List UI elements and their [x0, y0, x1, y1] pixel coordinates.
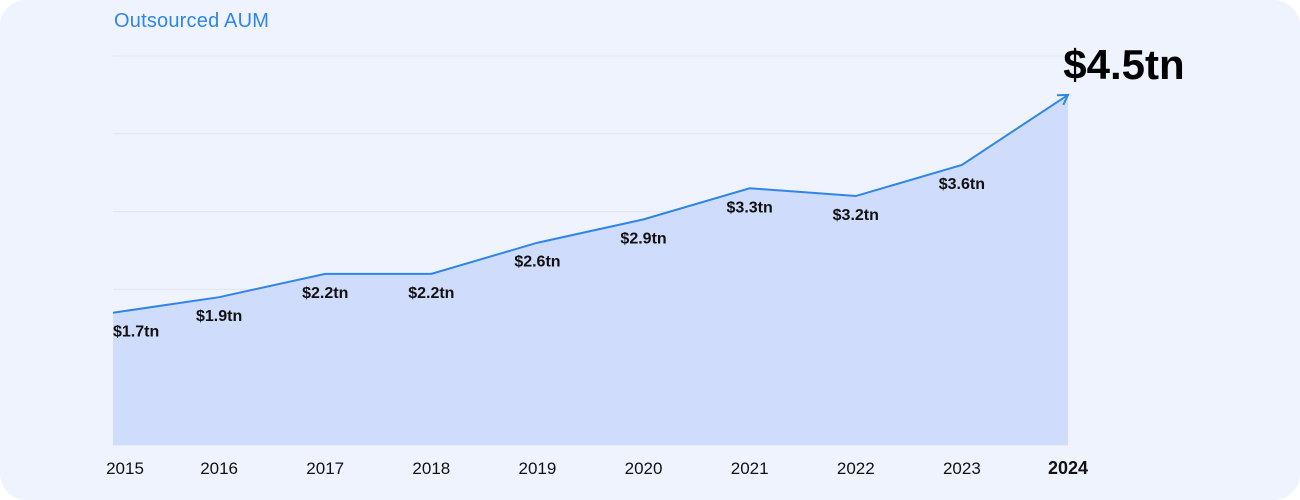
chart-title: Outsourced AUM — [114, 10, 270, 32]
area-fill — [113, 94, 1068, 446]
data-label: $3.2tn — [833, 207, 879, 224]
x-axis-ticks: 2015 2016 2017 2018 2019 2020 2021 2022 2023 2024 — [106, 458, 1088, 478]
data-labels: $1.7tn $1.9tn $2.2tn $2.2tn $2.6tn $2.9tn $3.3… — [113, 41, 1185, 341]
data-label: $3.3tn — [727, 199, 773, 216]
x-tick-label: 2022 — [837, 459, 875, 478]
x-tick-label: 2016 — [200, 459, 238, 478]
data-label: $2.2tn — [408, 285, 454, 302]
data-label: $1.7tn — [113, 324, 159, 341]
data-label: $3.6tn — [939, 176, 985, 193]
x-tick-label: 2015 — [106, 459, 144, 478]
series-line — [112, 94, 1069, 314]
data-label: $2.2tn — [302, 285, 348, 302]
x-tick-label: 2023 — [943, 459, 981, 478]
data-label: $1.9tn — [196, 308, 242, 325]
x-tick-label: 2020 — [625, 459, 663, 478]
x-tick-label: 2021 — [731, 459, 769, 478]
x-tick-label: 2018 — [412, 459, 450, 478]
x-tick-label: 2017 — [306, 459, 344, 478]
headline-value-label: $4.5tn — [1063, 41, 1184, 88]
arrowhead — [1056, 93, 1070, 106]
data-label: $2.6tn — [514, 254, 560, 271]
data-label: $2.9tn — [620, 230, 666, 247]
x-tick-label: 2019 — [519, 459, 557, 478]
x-tick-label: 2024 — [1048, 458, 1088, 478]
trend-arrowhead — [1056, 93, 1070, 106]
